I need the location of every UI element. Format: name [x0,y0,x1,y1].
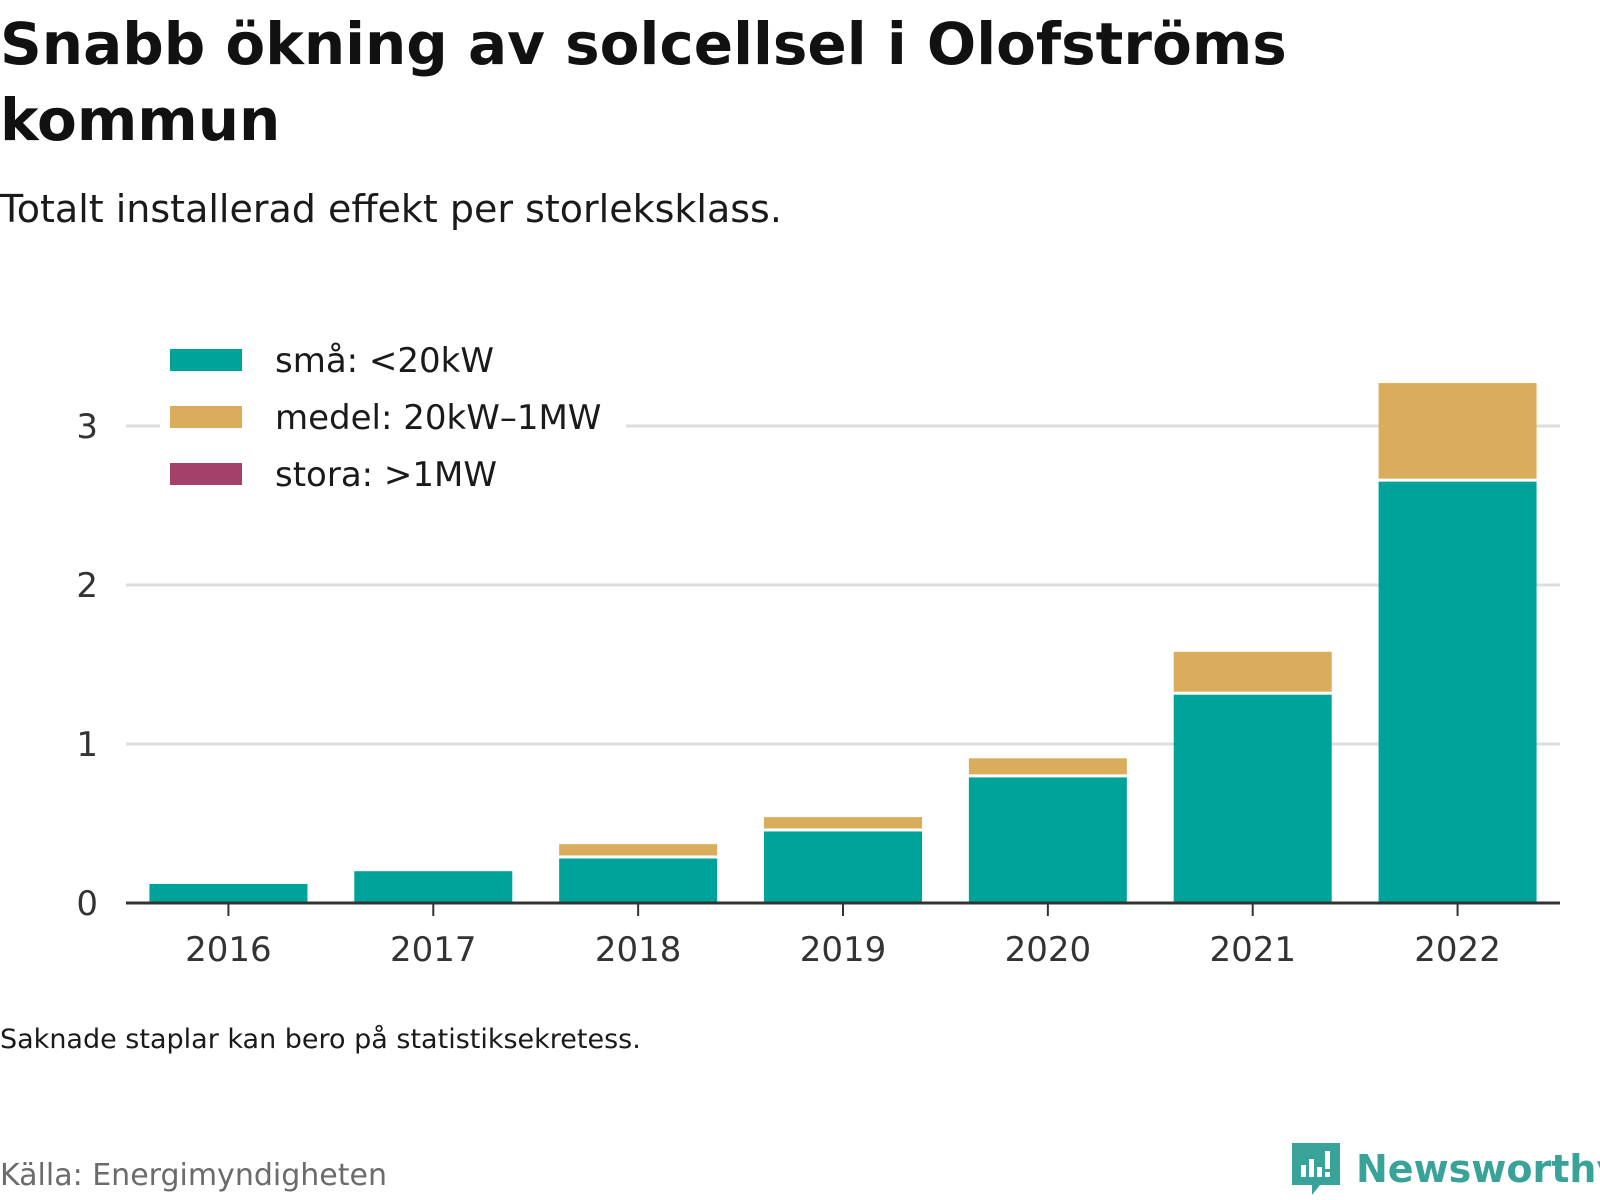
chart-svg: 0 1 2 3 2016 2017 2018 2019 2020 2021 2022 små: <2… [76,336,1560,970]
y-tick-label: 2 [76,566,98,606]
brand-name: Newsworthy [1356,1147,1600,1191]
bars-layer [149,383,1537,903]
x-tick-label: 2018 [595,930,682,970]
y-tick-label: 3 [76,407,98,447]
bar-segment-2021-sma [1173,694,1332,903]
y-tick-label: 0 [76,884,98,924]
x-tick-label: 2022 [1414,930,1501,970]
newsworthy-logo-icon [1292,1143,1340,1195]
bar-segment-2018-medel [559,844,718,856]
bar-segment-2020-medel [968,758,1127,775]
x-tick-label: 2016 [185,930,272,970]
bar-segment-2021-medel [1173,651,1332,692]
legend: små: <20kW medel: 20kW–1MW stora: >1MW [160,336,626,500]
source-credit: Källa: Energimyndigheten [0,1158,387,1193]
legend-swatch [170,406,242,428]
x-tick-label: 2020 [1005,930,1092,970]
chart-title: Snabb ökning av solcellsel i Olofströms … [0,10,1287,154]
y-tick-label: 1 [76,725,98,765]
legend-label: medel: 20kW–1MW [275,398,601,438]
bar-segment-2022-sma [1378,481,1537,903]
x-tick-label: 2021 [1209,930,1296,970]
legend-swatch [170,349,242,371]
bar-segment-2019-medel [764,817,922,829]
chart-subtitle: Totalt installerad effekt per storlekskl… [0,187,782,231]
legend-label: små: <20kW [275,341,494,381]
x-tick-label: 2017 [390,930,477,970]
x-tick-label: 2019 [800,930,887,970]
axis-layer: 0 1 2 3 2016 2017 2018 2019 2020 2021 2022 [76,407,1560,970]
legend-swatch [170,463,242,485]
bar-segment-2017-sma [354,871,513,903]
footnote: Saknade staplar kan bero på statistiksek… [0,1024,641,1055]
bar-segment-2022-medel [1378,383,1537,479]
bar-segment-2016-sma [149,883,308,903]
bar-segment-2019-sma [764,831,922,903]
legend-label: stora: >1MW [275,455,497,495]
newsworthy-logo: Newsworthy [1290,1140,1600,1198]
bar-segment-2020-sma [968,777,1127,903]
bar-segment-2018-sma [559,858,718,903]
